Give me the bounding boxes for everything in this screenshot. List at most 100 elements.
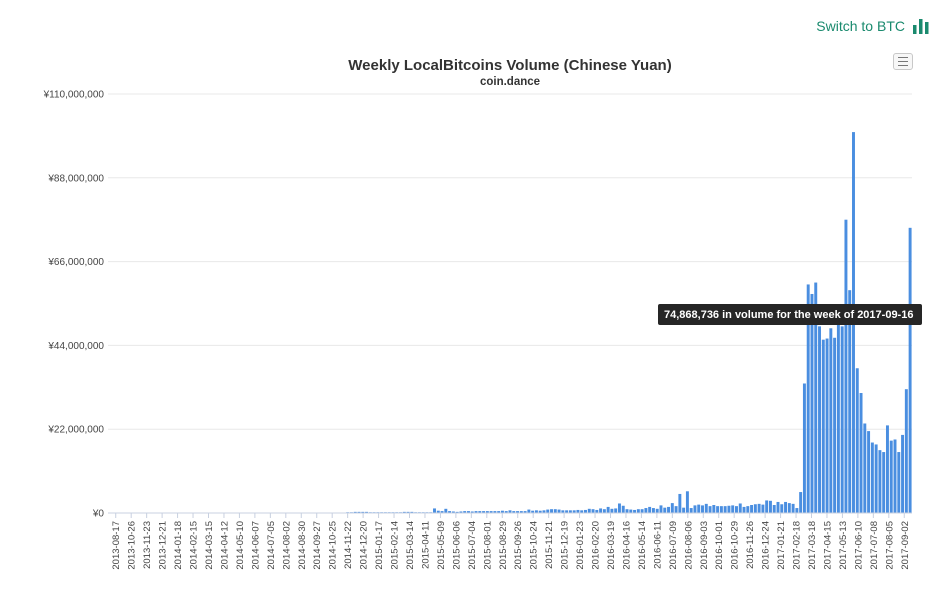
bar[interactable] xyxy=(361,511,365,513)
bar[interactable] xyxy=(633,509,637,513)
bar[interactable] xyxy=(840,326,844,513)
bar[interactable] xyxy=(821,339,825,513)
bar[interactable] xyxy=(402,511,406,513)
bar[interactable] xyxy=(572,510,576,513)
bar[interactable] xyxy=(508,510,512,513)
bar[interactable] xyxy=(719,506,723,513)
switch-to-btc-button[interactable]: Switch to BTC xyxy=(816,18,929,34)
bar[interactable] xyxy=(591,509,595,513)
bar[interactable] xyxy=(750,505,754,513)
bar[interactable] xyxy=(746,506,750,513)
bar[interactable] xyxy=(353,511,357,513)
bar[interactable] xyxy=(651,508,655,513)
bar[interactable] xyxy=(712,505,716,513)
bar[interactable] xyxy=(818,326,821,513)
bar[interactable] xyxy=(738,503,742,513)
bar[interactable] xyxy=(433,508,436,513)
bar[interactable] xyxy=(716,506,720,513)
bar[interactable] xyxy=(753,504,757,513)
bar[interactable] xyxy=(904,389,908,513)
bar[interactable] xyxy=(516,511,520,513)
bar[interactable] xyxy=(440,511,444,513)
bar[interactable] xyxy=(889,440,893,513)
bar[interactable] xyxy=(655,508,659,513)
bar[interactable] xyxy=(659,505,663,513)
bar[interactable] xyxy=(470,511,474,513)
bar[interactable] xyxy=(802,383,806,513)
bar[interactable] xyxy=(855,368,859,513)
bar[interactable] xyxy=(882,452,886,513)
bar[interactable] xyxy=(776,501,780,513)
bar[interactable] xyxy=(629,509,633,513)
bar[interactable] xyxy=(674,506,678,513)
bar[interactable] xyxy=(799,492,803,513)
bar[interactable] xyxy=(565,510,569,513)
bar[interactable] xyxy=(678,493,682,513)
bar[interactable] xyxy=(636,509,640,513)
bar[interactable] xyxy=(489,511,493,513)
bar[interactable] xyxy=(833,337,837,513)
bar[interactable] xyxy=(867,431,871,513)
bar[interactable] xyxy=(595,509,599,513)
bar[interactable] xyxy=(870,442,874,513)
bar[interactable] xyxy=(504,511,508,513)
bar[interactable] xyxy=(893,439,897,513)
bar[interactable] xyxy=(689,508,693,513)
bar[interactable] xyxy=(459,511,463,513)
bar[interactable] xyxy=(444,508,448,513)
bar[interactable] xyxy=(836,314,840,513)
bar[interactable] xyxy=(685,491,689,513)
bar[interactable] xyxy=(546,509,550,513)
bar[interactable] xyxy=(463,511,467,513)
bar[interactable] xyxy=(493,511,497,513)
bar[interactable] xyxy=(731,505,735,513)
bar[interactable] xyxy=(874,444,878,513)
bar[interactable] xyxy=(553,509,557,513)
bar[interactable] xyxy=(478,511,482,513)
bar[interactable] xyxy=(644,508,648,513)
bar[interactable] xyxy=(485,511,489,513)
bar[interactable] xyxy=(682,507,686,513)
bar[interactable] xyxy=(829,328,833,513)
bar[interactable] xyxy=(625,509,629,513)
bar[interactable] xyxy=(357,511,361,513)
bar[interactable] xyxy=(561,510,565,513)
bar[interactable] xyxy=(693,505,697,513)
bar[interactable] xyxy=(791,503,795,513)
bar[interactable] xyxy=(784,501,788,513)
bar[interactable] xyxy=(701,505,704,513)
bar[interactable] xyxy=(787,503,791,513)
bar[interactable] xyxy=(708,506,712,513)
bar[interactable] xyxy=(512,511,516,513)
bar[interactable] xyxy=(621,505,625,513)
bar[interactable] xyxy=(878,450,882,513)
bar[interactable] xyxy=(859,393,863,513)
bar[interactable] xyxy=(455,511,459,513)
bar[interactable] xyxy=(587,508,591,513)
bar[interactable] xyxy=(599,508,603,513)
bar[interactable] xyxy=(365,511,369,513)
bar[interactable] xyxy=(448,511,452,513)
bar[interactable] xyxy=(550,509,553,513)
bar[interactable] xyxy=(810,293,814,513)
bar[interactable] xyxy=(406,511,410,513)
bar[interactable] xyxy=(670,503,674,513)
bar[interactable] xyxy=(897,452,901,513)
bar[interactable] xyxy=(602,509,606,513)
bar[interactable] xyxy=(640,509,644,513)
bar[interactable] xyxy=(885,425,889,513)
bar[interactable] xyxy=(576,509,580,513)
bar[interactable] xyxy=(500,510,504,513)
bar[interactable] xyxy=(580,510,584,513)
bar[interactable] xyxy=(735,506,738,513)
bar[interactable] xyxy=(436,510,440,513)
bar[interactable] xyxy=(531,510,535,513)
bar[interactable] xyxy=(704,503,708,513)
bar[interactable] xyxy=(908,227,912,513)
bar[interactable] xyxy=(538,510,542,513)
bar[interactable] xyxy=(523,511,527,513)
bar[interactable] xyxy=(727,505,731,513)
bar[interactable] xyxy=(844,219,848,513)
bar[interactable] xyxy=(742,506,746,513)
bar[interactable] xyxy=(568,510,572,513)
